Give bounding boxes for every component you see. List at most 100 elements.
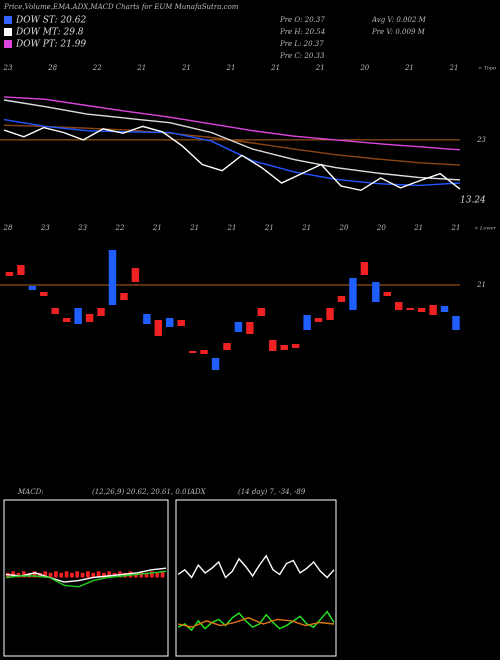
candle-body	[154, 320, 163, 336]
candle-body	[62, 318, 71, 322]
candle-body	[326, 308, 334, 320]
candle-body	[188, 351, 197, 353]
candle-body	[257, 308, 266, 316]
candle-body	[166, 318, 174, 327]
candle-body	[211, 358, 220, 370]
candle-body	[337, 296, 346, 302]
series-line	[3, 96, 461, 151]
series-line	[5, 567, 167, 583]
candle-body	[303, 315, 311, 330]
date-label: 21	[264, 224, 274, 232]
candle-body	[440, 306, 449, 312]
macd-histogram-bar	[107, 571, 112, 578]
date-label: 28	[3, 224, 13, 232]
macd-frame	[3, 499, 169, 657]
stat: Pre V: 0.009 M	[371, 28, 426, 36]
candle-body	[223, 343, 231, 350]
macd-histogram-bar	[32, 571, 37, 578]
macd-histogram-bar	[160, 571, 165, 578]
legend-label: DOW ST: 20.62	[15, 16, 86, 26]
date-label: 23	[40, 224, 50, 232]
macd-histogram-bar	[150, 571, 154, 578]
date-label: 20	[376, 224, 386, 232]
date-label: 21	[315, 64, 325, 72]
date-label: 28	[47, 64, 57, 72]
date-label: 21	[189, 224, 199, 232]
date-label: 21	[227, 224, 237, 232]
date-label: 23	[3, 64, 13, 72]
candle-body	[120, 293, 128, 300]
y-tick-label: 23	[476, 136, 486, 144]
date-label: 21	[451, 224, 461, 232]
legend-swatch	[4, 28, 12, 36]
macd-histogram-bar	[80, 572, 85, 578]
stat: Pre O: 20.37	[279, 16, 325, 24]
macd-histogram-bar	[64, 571, 69, 578]
candle-body	[383, 292, 392, 296]
date-label: 21	[270, 64, 280, 72]
candle-body	[131, 268, 140, 282]
candle-body	[372, 282, 380, 302]
candle-body	[417, 308, 426, 312]
date-label: 20	[339, 224, 349, 232]
series-line	[3, 125, 461, 192]
candle-body	[97, 308, 105, 316]
candle-body	[269, 340, 277, 351]
candle-body	[17, 265, 25, 275]
candle-body	[246, 322, 254, 334]
date-label: 20	[359, 64, 369, 72]
y-tick-label: 21	[476, 281, 486, 289]
date-label: 21	[404, 64, 414, 72]
adx-frame	[175, 499, 337, 657]
series-line	[3, 118, 461, 187]
candle-body	[5, 272, 14, 276]
candle-body	[143, 314, 151, 324]
macd-histogram-bar	[75, 571, 80, 578]
panel-subtitle: (14 day) 7, -34, -89	[238, 488, 306, 496]
legend-label: DOW MT: 29.8	[15, 28, 84, 38]
stat: Pre L: 20.37	[279, 40, 324, 48]
date-label: 21	[181, 64, 191, 72]
stat: Pre C: 20.33	[279, 52, 325, 60]
macd-histogram-bar	[96, 571, 101, 578]
series-line	[3, 99, 461, 181]
panel-subtitle: (12,26,9) 20.62, 20.61, 0.01	[92, 488, 191, 496]
macd-histogram-bar	[54, 571, 58, 578]
macd-histogram-bar	[59, 572, 64, 578]
series-line	[5, 570, 167, 588]
panel-title: MACD:	[17, 488, 44, 496]
candle-body	[28, 286, 37, 290]
candle-body	[40, 292, 48, 296]
date-label: 21	[449, 64, 459, 72]
corner-label: < Topo	[478, 66, 496, 72]
candle-body	[291, 344, 300, 348]
candle-body	[108, 250, 117, 305]
macd-histogram-bar	[38, 572, 42, 578]
macd-histogram-bar	[155, 572, 160, 578]
corner-label: < Lower	[474, 226, 496, 232]
macd-histogram-bar	[43, 571, 48, 578]
date-label: 21	[301, 224, 311, 232]
macd-histogram-bar	[102, 572, 106, 578]
candle-body	[360, 262, 369, 275]
series-line	[177, 554, 335, 579]
candle-body	[314, 318, 323, 322]
candle-body	[452, 316, 460, 330]
date-label: 21	[226, 64, 236, 72]
candle-body	[280, 345, 288, 350]
macd-histogram-bar	[11, 571, 16, 578]
date-label: 21	[413, 224, 423, 232]
macd-histogram-bar	[48, 572, 53, 578]
candle-body	[429, 305, 437, 315]
macd-histogram-bar	[144, 572, 149, 578]
legend-swatch	[4, 16, 12, 24]
date-label: 21	[136, 64, 146, 72]
date-label: 22	[92, 64, 102, 72]
date-label: 23	[77, 224, 87, 232]
candle-body	[349, 278, 357, 310]
date-label: 22	[115, 224, 125, 232]
macd-histogram-bar	[22, 571, 26, 578]
candle-body	[85, 314, 94, 322]
macd-histogram-bar	[86, 571, 90, 578]
